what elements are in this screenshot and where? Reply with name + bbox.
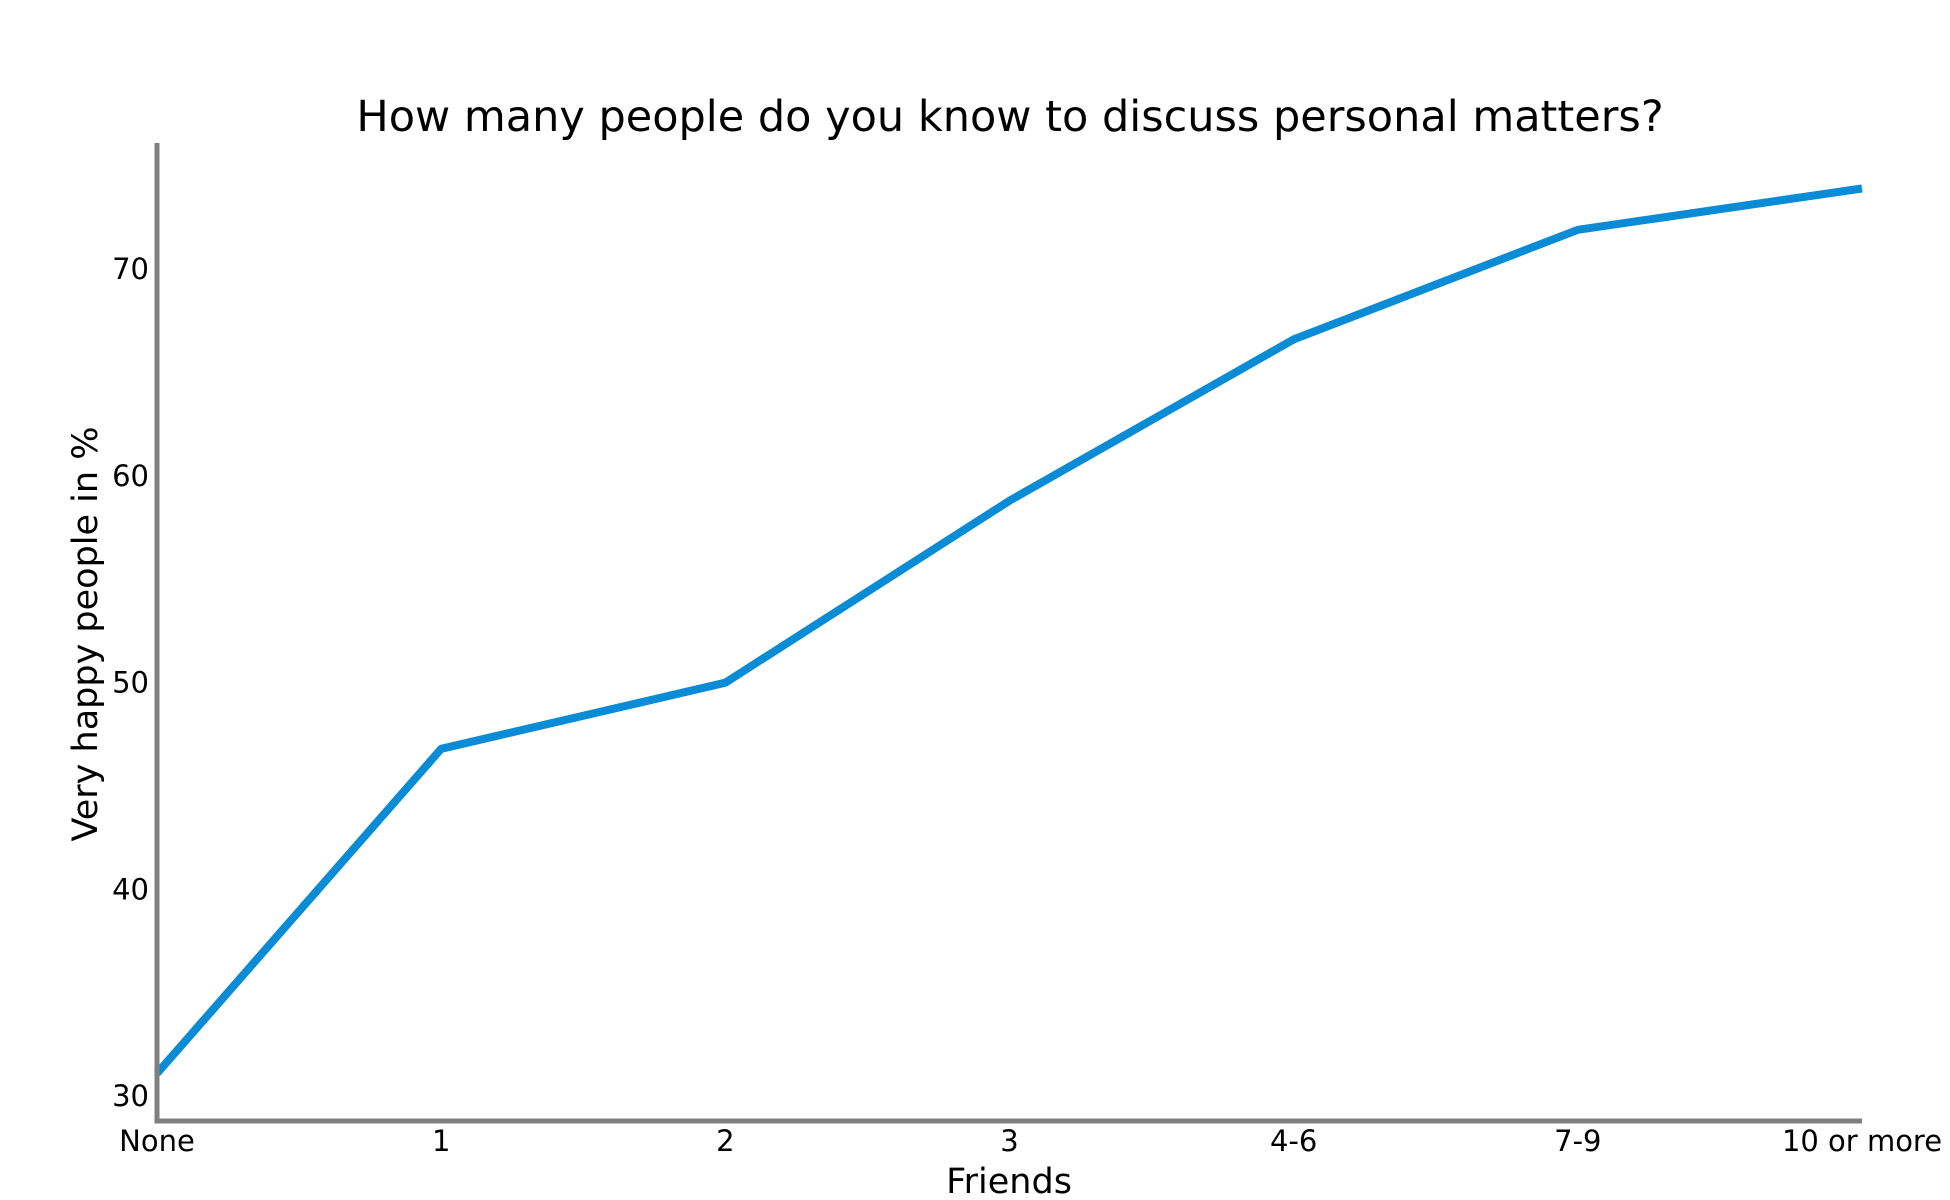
x-axis-ticks: None 1 2 3 4-6 7-9 10 or more xyxy=(119,1124,1942,1158)
x-tick-label: 10 or more xyxy=(1782,1124,1942,1158)
y-tick-label: 60 xyxy=(112,459,149,493)
x-axis-label: Friends xyxy=(946,1162,1072,1200)
y-axis-label: Very happy people in % xyxy=(66,427,106,842)
y-tick-label: 70 xyxy=(112,252,149,286)
y-tick-label: 50 xyxy=(112,666,149,700)
x-tick-label: None xyxy=(119,1124,195,1158)
y-axis-ticks: 30 40 50 60 70 xyxy=(112,252,149,1113)
y-tick-label: 30 xyxy=(112,1079,149,1113)
x-tick-label: 2 xyxy=(716,1124,734,1158)
x-tick-label: 3 xyxy=(1000,1124,1018,1158)
x-tick-label: 7-9 xyxy=(1554,1124,1601,1158)
x-tick-label: 1 xyxy=(432,1124,450,1158)
chart-title: How many people do you know to discuss p… xyxy=(356,92,1663,142)
x-tick-label: 4-6 xyxy=(1270,1124,1317,1158)
series-line xyxy=(153,184,1863,1077)
y-tick-label: 40 xyxy=(112,872,149,906)
